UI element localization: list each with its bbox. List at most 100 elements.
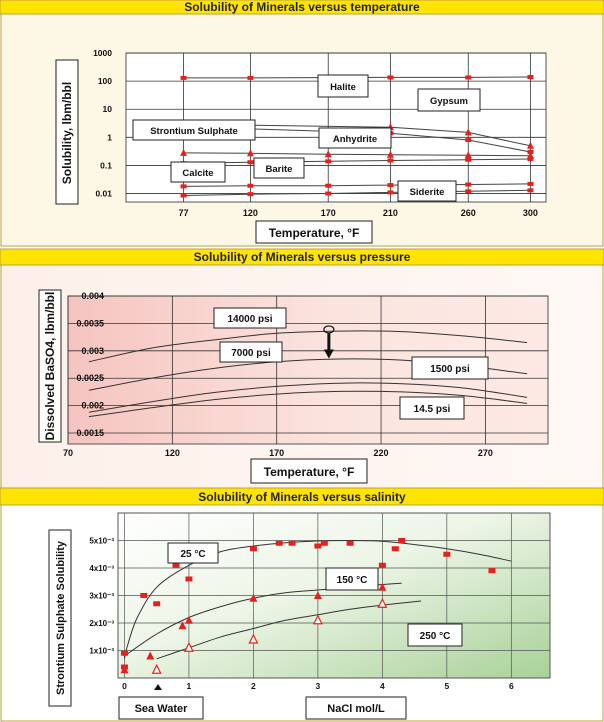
chart-temperature: 1000 100 10 1 0.1 0.01 77 120 170 210 260 300 Halit… (55, 48, 547, 244)
series-label-1500-psi: 1500 psi (430, 364, 470, 375)
xtick-label-pressure: 70 (63, 448, 73, 458)
data-point-anhydrite (180, 148, 188, 156)
data-point-barite (465, 157, 472, 162)
series-line-anhydrite (183, 152, 531, 157)
data-point-250-c (248, 633, 259, 644)
xtick-label-salinity: 3 (316, 681, 321, 691)
xtick-label-temperature: 170 (321, 208, 336, 218)
title-salinity: Solubility of Minerals versus salinity (198, 490, 406, 504)
ylabel-box-temperature (55, 59, 79, 205)
data-point-25-c (378, 562, 386, 568)
data-point-siderite (527, 188, 534, 193)
data-point-25-c (275, 540, 283, 546)
series-label-box-1500-psi (411, 356, 489, 380)
data-point-siderite (325, 191, 332, 196)
data-point-calcite (527, 181, 534, 186)
data-point-barite (325, 159, 332, 164)
series-label-box-siderite (397, 180, 457, 202)
data-point-150-c (378, 582, 387, 591)
data-point-25-c (391, 546, 399, 552)
ylabel-box-salinity (48, 529, 72, 707)
data-point-calcite (387, 183, 394, 188)
series-label-box-150-c (325, 567, 379, 591)
xlabel-box-temperature (255, 220, 373, 244)
data-point-gypsum (526, 141, 534, 149)
ylabel-temperature: Solubility, lbm/bbl (60, 82, 74, 184)
series-line-1500-psi (88, 382, 528, 413)
xtick-label-pressure: 170 (269, 448, 284, 458)
data-point-25-c (443, 551, 451, 557)
xlabel-temperature: Temperature, °F (269, 226, 360, 240)
data-point-25-c (346, 540, 354, 546)
data-point-150-c (184, 615, 193, 624)
series-label-25-c: 25 °C (180, 549, 205, 560)
data-point-calcite (465, 182, 472, 187)
series-line-barite (183, 158, 531, 164)
series-label-calcite: Calcite (182, 168, 213, 179)
ytick-label-temperature: 100 (98, 76, 112, 86)
series-label-box-7000-psi (219, 341, 283, 363)
xtick-label-salinity: 1 (187, 681, 192, 691)
ylabel-pressure: Dissolved BaSO4, lbm/bbl (43, 292, 57, 441)
xtick-label-pressure: 120 (165, 448, 180, 458)
arrow-down-icon (323, 349, 334, 359)
data-point-150-c (146, 651, 155, 660)
series-markers-salinity (120, 538, 496, 674)
title-banner-pressure (0, 248, 604, 266)
series-label-box-14-5-psi (399, 396, 465, 420)
xtick-label-temperature: 300 (523, 208, 538, 218)
ytick-label-temperature: 0.1 (100, 160, 112, 170)
data-point-siderite (387, 190, 394, 195)
xtick-label-pressure: 270 (478, 448, 493, 458)
xtick-label-pressure: 220 (374, 448, 389, 458)
data-point-halite (465, 75, 472, 80)
ylabel-salinity: Strontium Sulphate Solubility (55, 540, 67, 695)
ytick-label-pressure: 0.0035 (76, 318, 104, 328)
series-line-250-c (156, 600, 422, 660)
data-point-calcite (325, 183, 332, 188)
series-label-strontium-sulphate: Strontium Sulphate (150, 126, 238, 137)
data-point-25-c (140, 593, 148, 598)
data-point-150-c (120, 665, 129, 674)
xtick-label-salinity: 6 (509, 681, 514, 691)
ytick-label-pressure: 0.002 (81, 401, 104, 411)
ytick-label-salinity: 4x10⁻³ (89, 564, 114, 573)
ytick-label-pressure: 0.0015 (76, 428, 104, 438)
series-label-box-barite (253, 157, 305, 179)
data-point-150-c (249, 593, 258, 602)
data-point-25-c (153, 601, 161, 607)
data-point-25-c (172, 562, 180, 568)
series-line-25-c (123, 539, 512, 659)
series-label-box-gypsum (417, 88, 481, 112)
ytick-label-pressure: 0.004 (81, 291, 104, 301)
ytick-label-temperature: 1 (107, 132, 112, 142)
series-label-7000-psi: 7000 psi (231, 348, 271, 359)
series-label-box-strontium-sulphate (132, 119, 256, 141)
xtick-label-temperature: 260 (461, 208, 476, 218)
data-point-halite (387, 75, 394, 80)
data-point-halite (180, 75, 187, 80)
chart-salinity: 1x10⁻³ 2x10⁻³ 3x10⁻³ 4x10⁻³ 5x10⁻³ 0 1 2 3 4 5 6 25… (48, 512, 551, 720)
pressure-drop-arrow (323, 325, 335, 359)
series-line-14-5-psi (88, 390, 528, 418)
ytick-label-salinity: 1x10⁻³ (89, 647, 114, 656)
series-line-14000-psi (88, 330, 528, 363)
series-line-calcite (183, 183, 531, 187)
ytick-label-salinity: 2x10⁻³ (89, 619, 114, 628)
series-label-siderite: Siderite (410, 187, 445, 198)
ytick-label-temperature: 10 (103, 104, 113, 114)
series-label-14-5-psi: 14.5 psi (414, 404, 451, 415)
series-labels-salinity: 25 °C 150 °C 250 °C (167, 542, 463, 647)
ylabel-box-pressure (38, 289, 62, 443)
ytick-label-pressure: 0.0025 (76, 373, 104, 383)
xtick-label-salinity: 0 (122, 681, 127, 691)
xlabel-pressure: Temperature, °F (264, 465, 355, 479)
series-label-box-250-c (407, 623, 463, 647)
data-point-150-c (178, 621, 187, 630)
series-label-250-c: 250 °C (420, 631, 451, 642)
annotation-box-sea-water (118, 696, 204, 720)
title-pressure: Solubility of Minerals versus pressure (194, 250, 411, 264)
